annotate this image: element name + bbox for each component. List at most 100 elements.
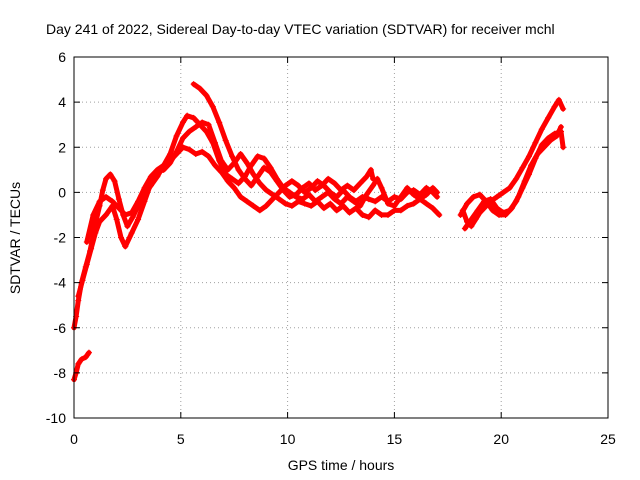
- data-point: [370, 182, 377, 189]
- data-point: [318, 193, 325, 200]
- data-point: [115, 205, 122, 212]
- data-point: [558, 123, 565, 130]
- data-point: [365, 196, 372, 203]
- data-point: [513, 175, 520, 182]
- data-point: [410, 200, 417, 207]
- data-point: [85, 349, 92, 356]
- data-point: [457, 211, 464, 218]
- data-point: [192, 123, 199, 130]
- data-points: [71, 81, 567, 383]
- data-point: [470, 193, 477, 200]
- y-tick-labels: -10 -8 -6 -4 -2 0 2 4 6: [46, 49, 66, 426]
- data-point: [276, 196, 283, 203]
- data-point: [293, 191, 300, 198]
- data-point: [241, 175, 248, 182]
- data-point: [314, 198, 321, 205]
- data-point: [301, 189, 308, 196]
- data-point: [410, 187, 417, 194]
- data-point: [525, 153, 532, 160]
- data-point: [365, 214, 372, 221]
- y-tick-label: 4: [58, 94, 66, 110]
- y-tick-label: 6: [58, 49, 66, 65]
- data-point: [109, 198, 116, 205]
- data-point: [352, 205, 359, 212]
- data-point: [254, 153, 261, 160]
- data-point: [378, 193, 385, 200]
- data-point: [325, 175, 332, 182]
- data-point: [489, 207, 496, 214]
- axis-ticks: [73, 56, 609, 419]
- data-point: [327, 189, 334, 196]
- data-point: [273, 178, 280, 185]
- data-point: [103, 211, 110, 218]
- data-point: [474, 207, 481, 214]
- data-point: [378, 184, 385, 191]
- data-point: [250, 202, 257, 209]
- data-point: [299, 184, 306, 191]
- data-point: [305, 191, 312, 198]
- data-point: [244, 160, 251, 167]
- data-point: [338, 187, 344, 194]
- data-point: [464, 200, 471, 207]
- data-point: [423, 184, 430, 191]
- data-point: [186, 128, 193, 135]
- data-point: [250, 171, 257, 178]
- y-tick-label: -4: [54, 275, 67, 291]
- data-point: [224, 166, 231, 173]
- data-point: [521, 178, 528, 185]
- data-point: [186, 146, 193, 153]
- data-point: [553, 132, 560, 139]
- data-point: [197, 85, 204, 92]
- data-point: [378, 211, 385, 218]
- data-point: [263, 187, 270, 194]
- series-track: [84, 144, 440, 245]
- data-point: [229, 175, 236, 182]
- data-point: [295, 182, 302, 189]
- data-point: [103, 175, 110, 182]
- data-point: [209, 103, 216, 110]
- data-point: [346, 193, 353, 200]
- data-point: [280, 187, 287, 194]
- data-point: [113, 216, 120, 223]
- data-point: [372, 198, 379, 205]
- data-point: [384, 211, 391, 218]
- data-point: [560, 105, 567, 112]
- data-point: [404, 189, 411, 196]
- data-point: [211, 162, 218, 169]
- data-point: [367, 166, 374, 173]
- data-point: [496, 211, 503, 218]
- data-point: [231, 184, 238, 191]
- data-point: [344, 182, 351, 189]
- data-point: [476, 191, 483, 198]
- data-point: [261, 164, 268, 171]
- data-point: [75, 293, 82, 300]
- data-point: [534, 151, 541, 158]
- data-point: [493, 193, 500, 200]
- data-point: [320, 205, 327, 212]
- y-tick-label: -10: [46, 410, 66, 426]
- data-point: [532, 139, 539, 146]
- data-point: [160, 162, 167, 169]
- data-point: [261, 155, 268, 162]
- data-point: [312, 187, 319, 194]
- data-point: [154, 166, 161, 173]
- data-point: [211, 139, 218, 146]
- data-point: [117, 234, 124, 241]
- data-point: [436, 211, 443, 218]
- y-axis-label: SDTVAR / TECUs: [7, 182, 23, 294]
- data-point: [263, 202, 270, 209]
- data-point: [135, 216, 142, 223]
- data-point: [286, 193, 293, 200]
- x-tick-label: 20: [493, 431, 509, 447]
- data-point: [115, 196, 122, 203]
- data-point: [551, 103, 558, 110]
- data-point: [560, 144, 567, 151]
- data-point: [372, 207, 379, 214]
- data-point: [147, 173, 154, 180]
- data-point: [179, 135, 186, 142]
- data-point: [237, 151, 244, 158]
- data-point: [391, 193, 398, 200]
- data-point: [179, 144, 186, 151]
- data-point: [173, 151, 180, 158]
